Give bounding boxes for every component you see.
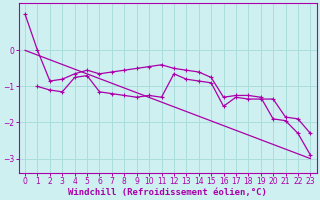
X-axis label: Windchill (Refroidissement éolien,°C): Windchill (Refroidissement éolien,°C) xyxy=(68,188,267,197)
